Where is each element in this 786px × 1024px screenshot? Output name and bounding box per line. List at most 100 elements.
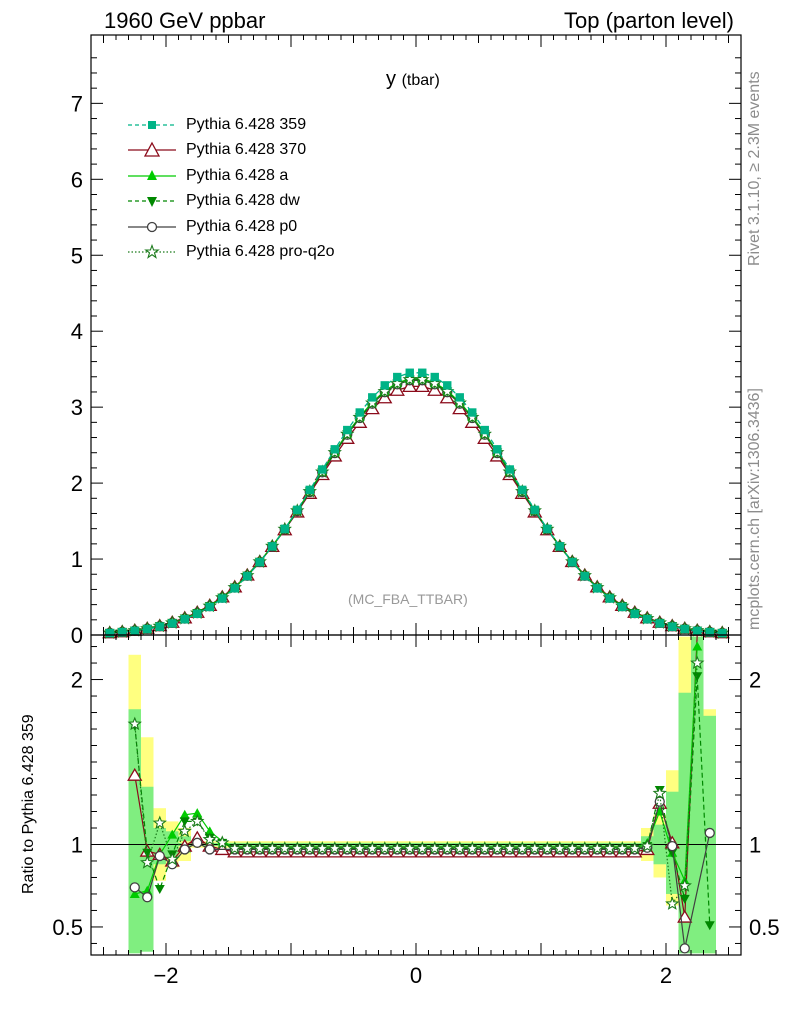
ratio-marker-4-40 [627, 841, 642, 855]
main-marker-0-15 [293, 505, 302, 515]
main-line-4 [109, 379, 723, 634]
ratio-marker-4-22 [402, 841, 417, 855]
main-marker-0-18 [330, 445, 339, 454]
ratio-marker-1-6 [204, 826, 215, 836]
ratio-marker-4-17 [340, 841, 355, 855]
ratio-marker-4-6 [202, 832, 217, 846]
ratio-ytick-label-right-2: 2 [749, 668, 761, 693]
main-marker-5-21 [365, 395, 380, 410]
ratio-marker-3-43 [679, 943, 690, 954]
legend-label-370: Pythia 6.428 370 [186, 141, 307, 159]
main-marker-0-40 [605, 594, 614, 603]
ratio-marker-4-13 [290, 841, 305, 855]
main-marker-0-28 [455, 393, 464, 402]
ratio-marker-4-34 [552, 841, 567, 855]
main-marker-5-20 [352, 409, 367, 424]
ratio-marker-4-14 [302, 841, 317, 855]
plot-title-main: y [386, 68, 396, 90]
main-marker-0-46 [680, 624, 689, 634]
ratio-marker-2-4 [179, 817, 190, 827]
main-marker-0-42 [630, 609, 639, 618]
ratio-marker-4-19 [365, 841, 380, 855]
main-frame [90, 34, 742, 636]
header-left: 1960 GeV ppbar [104, 8, 266, 33]
main-marker-5-23 [390, 376, 405, 390]
legend-item-a: Pythia 6.428 a [126, 163, 335, 189]
main-marker-0-45 [668, 622, 677, 631]
ratio-marker-4-7 [215, 835, 230, 849]
main-ytick-label-5: 5 [71, 243, 83, 268]
ratio-ytick-label-right-0.5: 0.5 [749, 915, 780, 940]
ratio-marker-1-4 [179, 809, 190, 819]
legend-item-pro-q2o: Pythia 6.428 pro-q2o [126, 240, 335, 266]
ratio-marker-1-0 [129, 888, 140, 898]
ratio-marker-3-1 [142, 892, 153, 903]
ratio-marker-4-44 [677, 878, 692, 892]
ratio-marker-4-27 [465, 841, 480, 855]
main-marker-0-24 [405, 368, 414, 377]
main-ytick-label-7: 7 [71, 91, 83, 116]
main-line-2 [109, 378, 723, 634]
ratio-marker-4-2 [152, 815, 167, 830]
main-marker-0-14 [280, 524, 289, 534]
ratio-marker-4-29 [490, 841, 505, 855]
ratio-marker-1-45 [692, 641, 703, 651]
ratio-marker-2-44 [679, 894, 690, 904]
ratio-ytick-label-left-0.5: 0.5 [52, 915, 83, 940]
ratio-marker-4-28 [477, 841, 492, 855]
ratio-marker-1-3 [167, 829, 178, 839]
main-marker-5-28 [452, 395, 467, 410]
ratio-marker-2-45 [692, 672, 703, 682]
legend-label-p0: Pythia 6.428 p0 [186, 217, 298, 235]
main-marker-0-11 [243, 572, 252, 581]
main-marker-0-0 [105, 628, 114, 638]
main-marker-0-9 [218, 594, 227, 603]
main-marker-0-34 [530, 505, 539, 515]
ratio-marker-1-1 [142, 885, 153, 895]
main-marker-0-3 [143, 624, 152, 634]
main-marker-0-17 [318, 465, 327, 474]
main-marker-0-13 [268, 542, 277, 551]
main-marker-0-41 [618, 602, 627, 612]
ratio-ytick-label-right-1: 1 [749, 832, 761, 857]
main-marker-0-23 [393, 372, 402, 382]
legend-item-359: Pythia 6.428 359 [126, 112, 335, 138]
legend-item-p0: Pythia 6.428 p0 [126, 214, 335, 240]
main-marker-5-22 [377, 384, 392, 398]
main-marker-0-26 [430, 372, 439, 382]
ratio-line-4 [134, 662, 698, 906]
main-ytick-label-0: 0 [71, 623, 83, 648]
ratio-marker-4-33 [540, 841, 555, 855]
main-marker-0-10 [230, 584, 239, 593]
main-marker-0-48 [705, 627, 714, 637]
ratio-line-1 [134, 646, 698, 895]
main-marker-0-4 [155, 622, 164, 631]
ratio-marker-4-16 [327, 841, 342, 855]
ratio-marker-3-42 [667, 840, 678, 852]
ratio-line-0 [134, 634, 698, 918]
main-marker-0-29 [468, 408, 477, 417]
main-marker-0-22 [380, 381, 389, 390]
main-marker-5-26 [427, 376, 442, 390]
main-marker-0-32 [505, 465, 514, 474]
ratio-ytick-label-left-1: 1 [71, 832, 83, 857]
main-marker-0-6 [180, 615, 189, 624]
ratio-series [91, 634, 741, 954]
main-marker-0-5 [168, 619, 177, 628]
main-marker-0-7 [193, 609, 202, 618]
main-ytick-label-1: 1 [71, 547, 83, 572]
main-marker-0-31 [493, 445, 502, 454]
main-panel-content [102, 368, 730, 640]
xtick-label-0: 0 [410, 963, 422, 988]
ratio-marker-4-11 [265, 841, 280, 855]
ratio-marker-4-21 [390, 841, 405, 855]
ratio-marker-2-1 [142, 848, 153, 858]
ratio-marker-4-38 [602, 841, 617, 855]
main-marker-0-35 [543, 524, 552, 534]
ratio-marker-3-4 [179, 844, 190, 855]
axis-ticks: 0 1 2 3 4 5 6 7 −2 0 2 0.5 0.5 1 1 2 2 [52, 35, 780, 988]
ratio-marker-4-45 [690, 655, 705, 670]
ratio-marker-4-4 [177, 823, 192, 838]
analysis-tag: (MC_FBA_TTBAR) [348, 591, 468, 607]
